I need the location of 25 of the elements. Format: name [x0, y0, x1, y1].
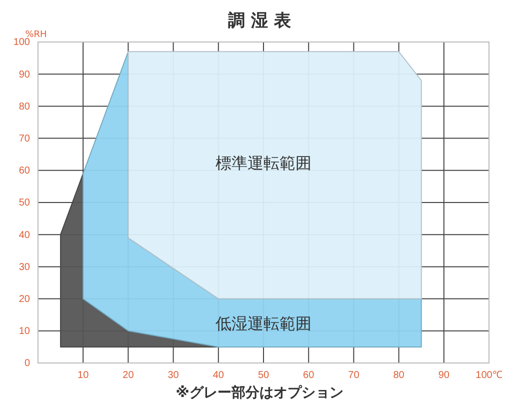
x-tick-label: 30 — [168, 370, 180, 382]
x-tick-label: 90 — [438, 370, 450, 382]
y-tick-label: 80 — [18, 101, 30, 112]
y-tick-label: 40 — [18, 230, 30, 241]
y-tick-label: 90 — [18, 69, 30, 80]
chart-title: 調 湿 表 — [228, 11, 292, 31]
annotation: 低湿運転範囲 — [216, 314, 312, 333]
annotation: 標準運転範囲 — [216, 153, 312, 172]
x-tick-label: 80 — [393, 370, 405, 382]
x-tick-label: 20 — [122, 370, 134, 382]
x-tick-label: 60 — [303, 370, 315, 382]
y-tick-label: 50 — [18, 198, 30, 209]
x-tick-label: 10 — [78, 370, 90, 382]
y-tick-label: 70 — [18, 134, 30, 144]
y-tick-label: 10 — [18, 326, 30, 338]
y-tick-label: 100 — [13, 37, 30, 48]
x-tick-label: 70 — [348, 370, 360, 382]
x-tick-label: 100℃ — [476, 370, 502, 382]
x-tick-label: 50 — [258, 370, 270, 382]
text: ※グレー部分はオプション — [176, 384, 344, 401]
x-tick-label: 40 — [212, 370, 224, 382]
y-tick-label: 30 — [18, 262, 30, 273]
y-tick-label: 20 — [18, 294, 30, 305]
y-tick-label: 60 — [18, 166, 30, 177]
y-tick-label: 0 — [24, 358, 30, 370]
